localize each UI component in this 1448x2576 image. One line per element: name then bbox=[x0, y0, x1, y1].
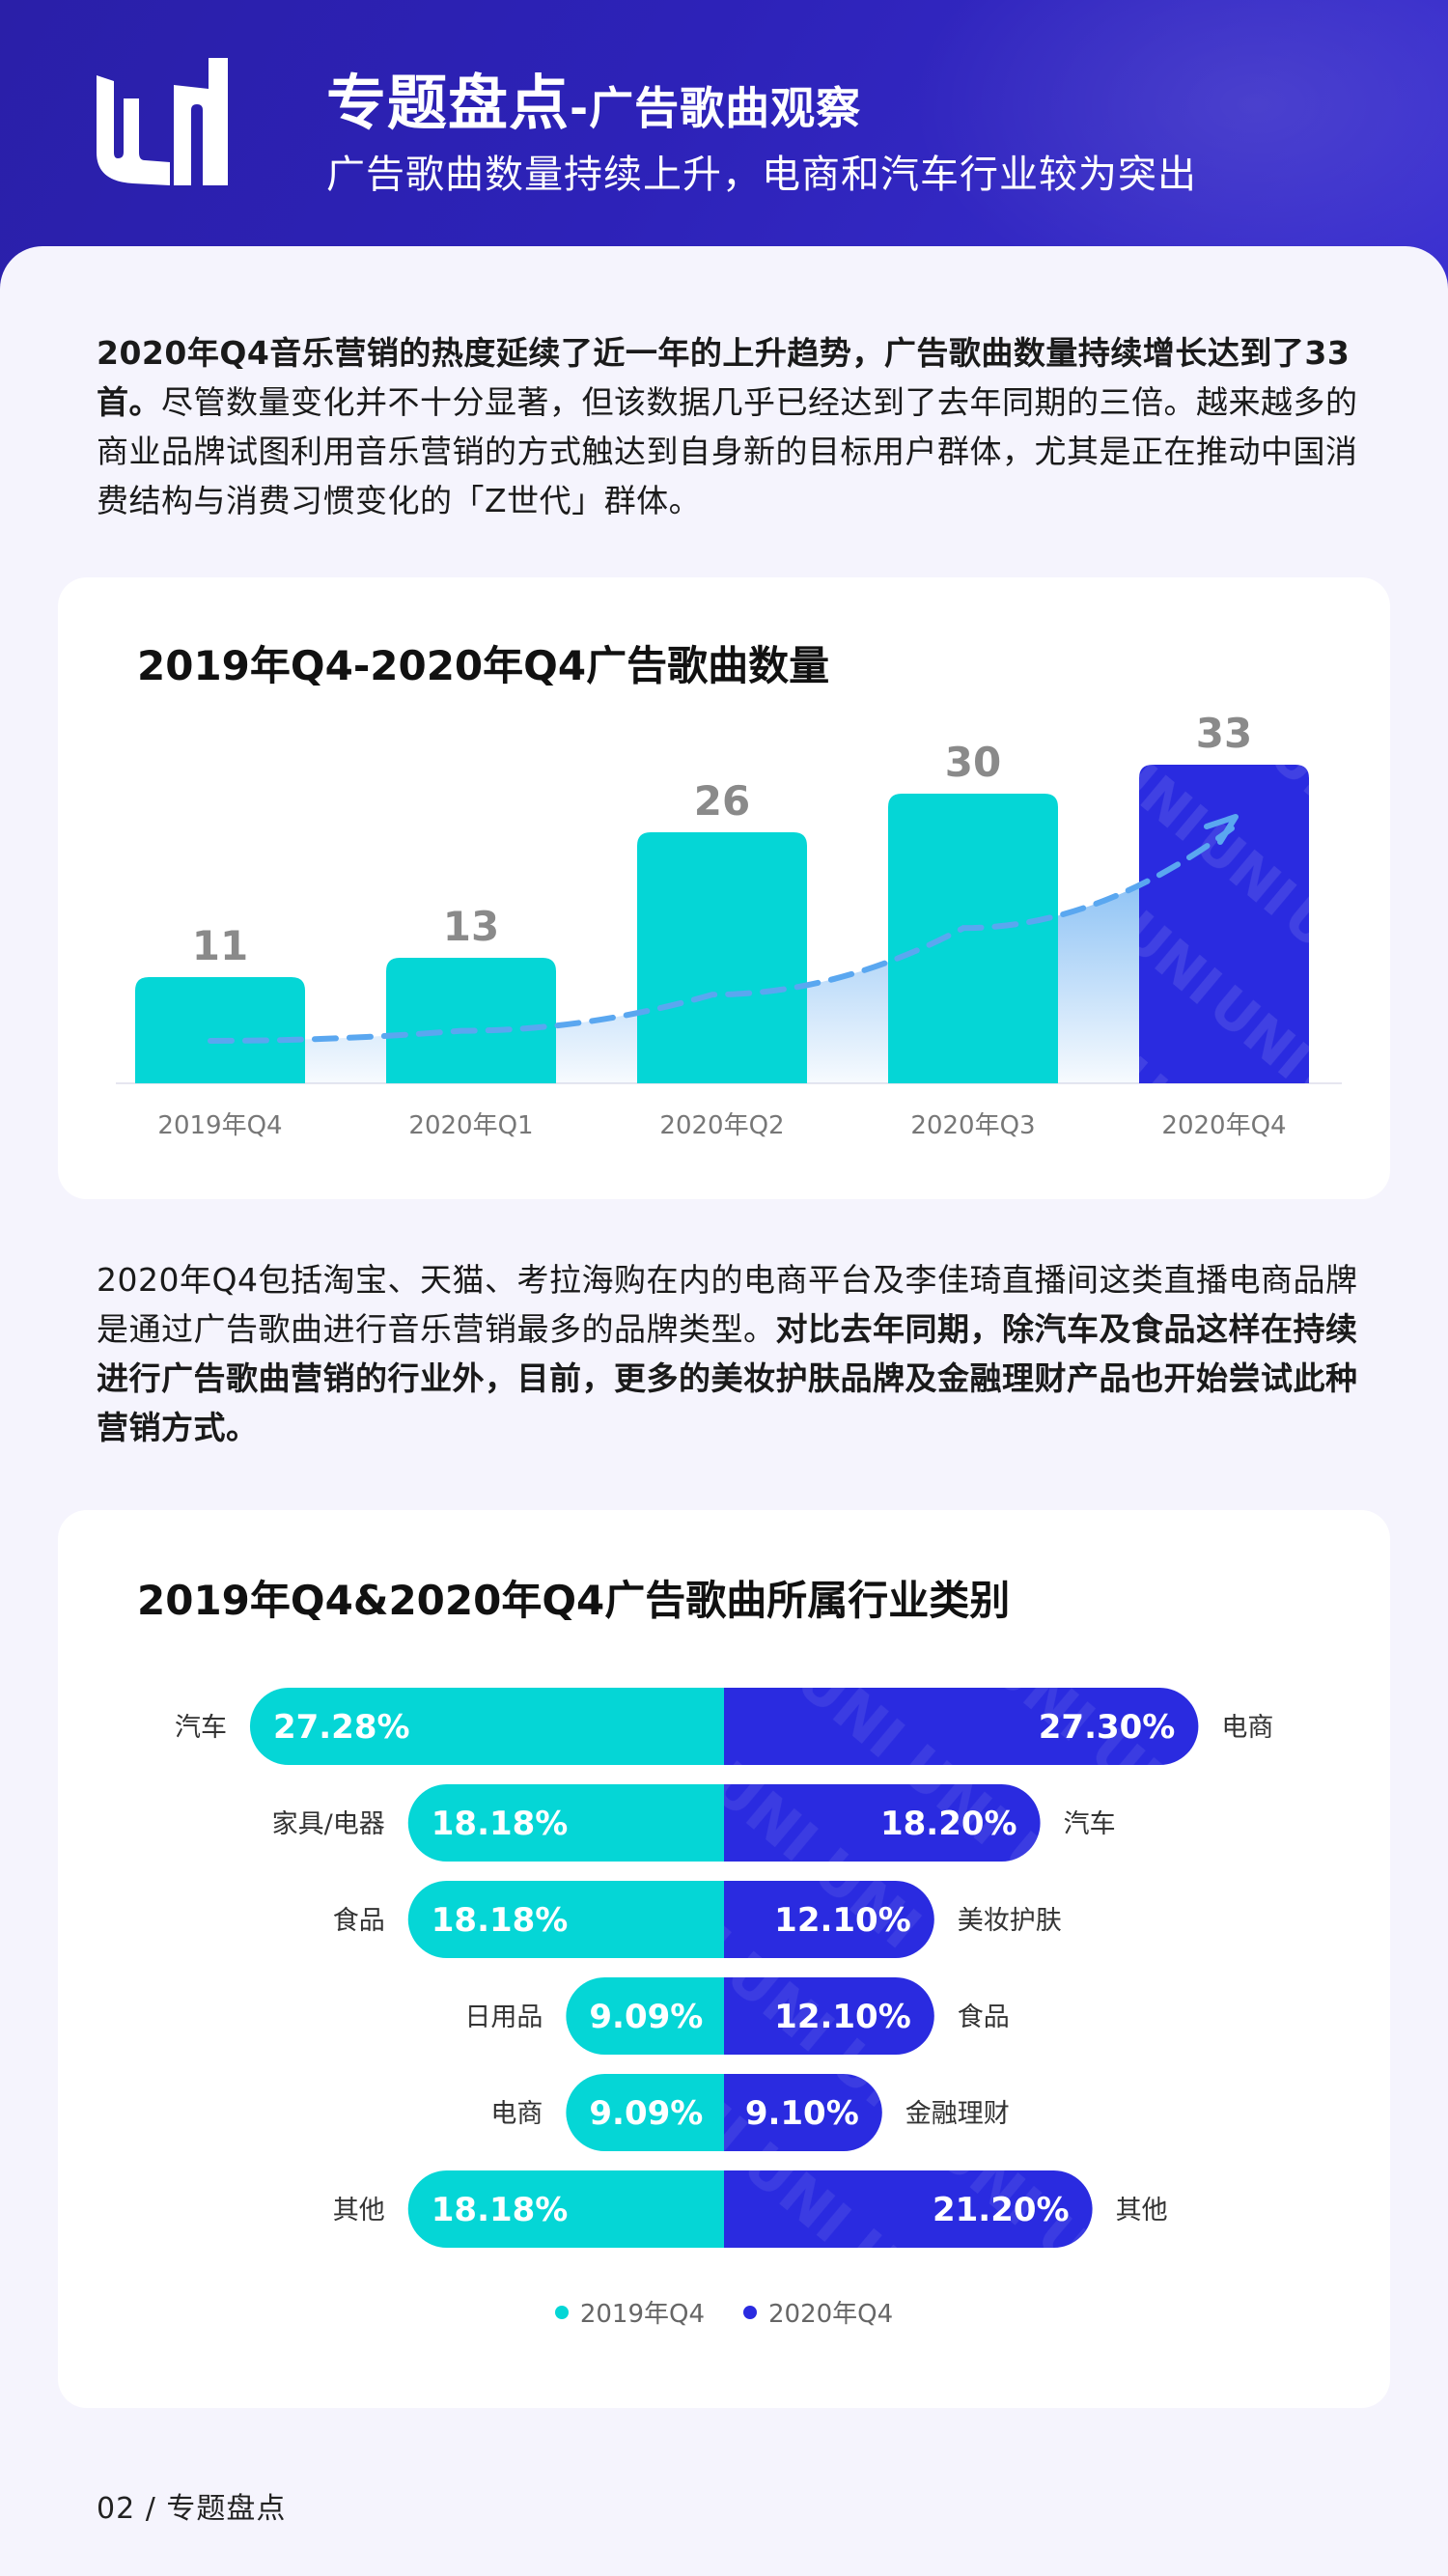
industry-bold-text: 对比去年同期，除汽车及食品这样在持续进行广告歌曲营销的行业外，目前，更多的美妆护… bbox=[97, 1310, 1358, 1446]
industry-label-2020q4: 美妆护肤 bbox=[958, 1906, 1062, 1936]
industry-label-2020q4: 汽车 bbox=[1064, 1809, 1116, 1839]
trend-line bbox=[208, 826, 1235, 1044]
watermark-overlay bbox=[724, 1881, 934, 1958]
industry-label-2020q4: 金融理财 bbox=[905, 2099, 1010, 2129]
watermark-overlay bbox=[724, 2074, 882, 2151]
footer-section: 专题盘点 bbox=[166, 2492, 287, 2526]
count-bar-value-label: 33 bbox=[1196, 710, 1252, 757]
legend-dot-cyan bbox=[554, 2305, 569, 2319]
legend-label-2020q4: 2020年Q4 bbox=[768, 2300, 894, 2329]
header-subtitle: 广告歌曲数量持续上升，电商和汽车行业较为突出 bbox=[326, 153, 1197, 197]
page-header: 专题盘点-广告歌曲观察 广告歌曲数量持续上升，电商和汽车行业较为突出 bbox=[0, 0, 1448, 290]
header-decoration bbox=[849, 0, 1448, 290]
header-title-sub: -广告歌曲观察 bbox=[570, 82, 862, 134]
count-bar bbox=[135, 977, 305, 1083]
industry-value-2019q4: 18.18% bbox=[432, 2191, 569, 2229]
count-bar bbox=[888, 794, 1058, 1083]
watermark-overlay bbox=[724, 1977, 934, 2055]
count-bar bbox=[386, 958, 556, 1083]
industry-value-2020q4: 12.10% bbox=[774, 1998, 911, 2036]
header-title: 专题盘点-广告歌曲观察 bbox=[326, 54, 861, 141]
intro-bold-text: 2020年Q4音乐营销的热度延续了近一年的上升趋势，广告歌曲数量持续增长达到了3… bbox=[97, 334, 1351, 421]
count-chart-title: 2019年Q4-2020年Q4广告歌曲数量 bbox=[137, 642, 830, 689]
watermark-overlay bbox=[724, 1688, 1199, 1765]
industry-value-2020q4: 27.30% bbox=[1039, 1708, 1176, 1747]
industry-value-2020q4: 9.10% bbox=[745, 2094, 859, 2133]
industry-chart-card: 2019年Q4&2020年Q4广告歌曲所属行业类别 UNI CHART27.28… bbox=[58, 1510, 1390, 2408]
industry-diverging-chart: UNI CHART27.28%27.30%汽车电商18.18%18.20%家具/… bbox=[175, 1688, 1273, 2248]
footer-page-number: 02 bbox=[97, 2492, 136, 2526]
watermark-overlay bbox=[724, 2170, 1093, 2248]
header-title-main: 专题盘点 bbox=[326, 68, 571, 138]
footer-separator: / bbox=[145, 2492, 156, 2526]
count-bar-chart: UNI CHART112019年Q4132020年Q1262020年Q23020… bbox=[116, 710, 1342, 1140]
industry-chart-legend: 2019年Q4 2020年Q4 bbox=[58, 2294, 1390, 2330]
count-bar bbox=[637, 832, 807, 1083]
industry-bar-2019q4 bbox=[249, 1688, 724, 1765]
industry-bar-2019q4 bbox=[566, 2074, 724, 2151]
industry-chart-title: 2019年Q4&2020年Q4广告歌曲所属行业类别 bbox=[137, 1577, 1011, 1624]
industry-label-2019q4: 食品 bbox=[333, 1906, 385, 1936]
industry-bar-2019q4 bbox=[407, 1784, 724, 1862]
legend-item-2019q4: 2019年Q4 bbox=[554, 2294, 705, 2330]
intro-normal-text: 尽管数量变化并不十分显著，但该数据几乎已经达到了去年同期的三倍。越来越多的商业品… bbox=[97, 383, 1358, 519]
industry-value-2019q4: 18.18% bbox=[432, 1901, 569, 1940]
industry-value-2019q4: 9.09% bbox=[589, 2094, 703, 2133]
industry-bar-2019q4 bbox=[407, 2170, 724, 2248]
industry-label-2019q4: 电商 bbox=[490, 2099, 543, 2129]
intro-paragraph: 2020年Q4音乐营销的热度延续了近一年的上升趋势，广告歌曲数量持续增长达到了3… bbox=[97, 328, 1361, 525]
count-x-tick-label: 2020年Q2 bbox=[659, 1111, 784, 1140]
industry-label-2019q4: 其他 bbox=[333, 2196, 385, 2226]
trend-arrowhead bbox=[1204, 814, 1239, 845]
industry-value-2020q4: 12.10% bbox=[774, 1901, 911, 1940]
industry-bar-2019q4 bbox=[566, 1977, 724, 2055]
industry-label-2019q4: 家具/电器 bbox=[272, 1809, 385, 1839]
industry-paragraph: 2020年Q4包括淘宝、天猫、考拉海购在内的电商平台及李佳琦直播间这类直播电商品… bbox=[97, 1255, 1361, 1452]
count-x-tick-label: 2020年Q4 bbox=[1161, 1111, 1286, 1140]
count-chart-card: 2019年Q4-2020年Q4广告歌曲数量 UNI CHART112019年Q4… bbox=[58, 577, 1390, 1199]
industry-value-2020q4: 21.20% bbox=[933, 2191, 1070, 2229]
uni-logo-icon bbox=[97, 58, 228, 185]
watermark-overlay bbox=[724, 1784, 1041, 1862]
industry-normal-text: 2020年Q4包括淘宝、天猫、考拉海购在内的电商平台及李佳琦直播间这类直播电商品… bbox=[97, 1261, 1358, 1348]
industry-label-2020q4: 电商 bbox=[1221, 1713, 1273, 1743]
industry-value-2019q4: 9.09% bbox=[589, 1998, 703, 2036]
count-bar-value-label: 26 bbox=[694, 777, 750, 825]
industry-label-2019q4: 汽车 bbox=[175, 1713, 227, 1743]
industry-bar-2019q4 bbox=[407, 1881, 724, 1958]
legend-dot-blue bbox=[743, 2305, 757, 2319]
industry-label-2019q4: 日用品 bbox=[464, 2002, 543, 2032]
industry-label-2020q4: 其他 bbox=[1116, 2196, 1168, 2226]
page-footer: 02 / 专题盘点 bbox=[97, 2484, 286, 2527]
legend-item-2020q4: 2020年Q4 bbox=[743, 2294, 893, 2330]
legend-label-2019q4: 2019年Q4 bbox=[579, 2300, 705, 2329]
count-x-tick-label: 2020年Q1 bbox=[408, 1111, 533, 1140]
industry-label-2020q4: 食品 bbox=[958, 2002, 1010, 2032]
count-x-tick-label: 2020年Q3 bbox=[910, 1111, 1035, 1140]
count-bar-value-label: 13 bbox=[443, 903, 499, 950]
industry-value-2019q4: 18.18% bbox=[432, 1805, 569, 1843]
count-bar-value-label: 30 bbox=[945, 739, 1001, 786]
watermark-overlay bbox=[1139, 765, 1309, 1083]
count-x-tick-label: 2019年Q4 bbox=[157, 1111, 282, 1140]
industry-value-2020q4: 18.20% bbox=[880, 1805, 1017, 1843]
count-bar-value-label: 11 bbox=[192, 922, 248, 969]
industry-value-2019q4: 27.28% bbox=[273, 1708, 410, 1747]
